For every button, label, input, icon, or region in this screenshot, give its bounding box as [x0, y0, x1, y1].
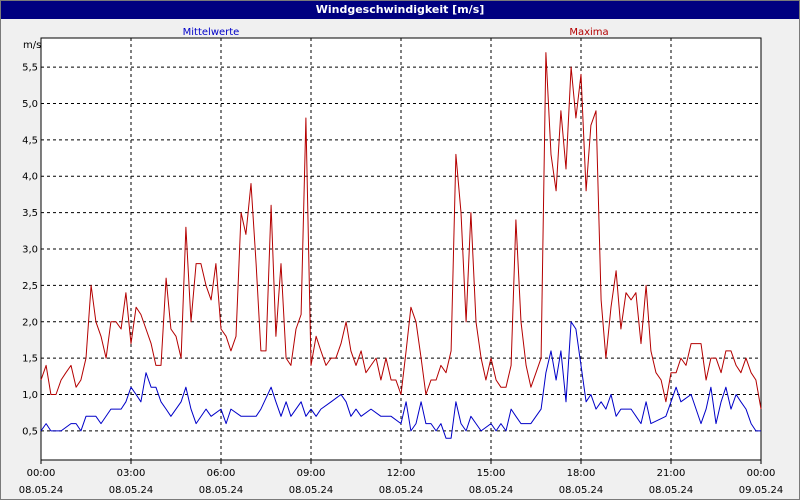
x-tick-time: 00:00 [27, 468, 56, 479]
y-tick-label: 2,0 [22, 317, 38, 328]
wind-speed-chart: 0,51,01,52,02,53,03,54,04,55,05,5 00:000… [19, 27, 784, 496]
x-tick-time: 18:00 [567, 468, 596, 479]
x-tick-time: 12:00 [387, 468, 416, 479]
y-tick-label: 5,0 [22, 99, 38, 110]
legend-mittelwerte: Mittelwerte [183, 27, 240, 38]
x-tick-time: 09:00 [297, 468, 326, 479]
x-tick-date: 08.05.24 [109, 485, 154, 496]
x-tick-date: 08.05.24 [559, 485, 604, 496]
x-tick-time: 00:00 [747, 468, 776, 479]
x-tick-time: 15:00 [477, 468, 506, 479]
y-tick-label: 3,0 [22, 245, 38, 256]
x-tick-date: 08.05.24 [289, 485, 334, 496]
y-tick-label: 2,5 [22, 281, 38, 292]
x-tick-date: 08.05.24 [199, 485, 244, 496]
x-tick-date: 08.05.24 [19, 485, 64, 496]
window-title: Windgeschwindigkeit [m/s] [1, 1, 799, 19]
x-axis: 00:00 08.05.24 03:00 08.05.24 06:00 08.05.24 0… [19, 460, 784, 496]
series-line-maxima [40, 52, 762, 410]
grid-lines [41, 38, 761, 460]
y-tick-label: 4,5 [22, 135, 38, 146]
y-tick-label: 1,5 [22, 354, 38, 365]
x-tick-date: 09.05.24 [739, 485, 784, 496]
y-tick-label: 4,0 [22, 172, 38, 183]
y-tick-label: 3,5 [22, 208, 38, 219]
x-tick-date: 08.05.24 [469, 485, 514, 496]
y-tick-label: 5,5 [22, 63, 38, 74]
y-tick-label: 1,0 [22, 390, 38, 401]
x-tick-date: 08.05.24 [379, 485, 424, 496]
x-tick-time: 03:00 [117, 468, 146, 479]
x-tick-date: 08.05.24 [649, 485, 694, 496]
y-tick-label: 0,5 [22, 426, 38, 437]
y-axis-label: m/s [23, 40, 41, 51]
y-axis: 0,5 1,0 1,5 2,0 2,5 3,0 3,5 4,0 4,5 5,0 5,5 [22, 63, 38, 438]
series-lines [40, 52, 762, 439]
x-tick-time: 21:00 [657, 468, 686, 479]
x-tick-time: 06:00 [207, 468, 236, 479]
series-line-mittelwerte [40, 321, 761, 439]
legend-maxima: Maxima [569, 27, 608, 38]
